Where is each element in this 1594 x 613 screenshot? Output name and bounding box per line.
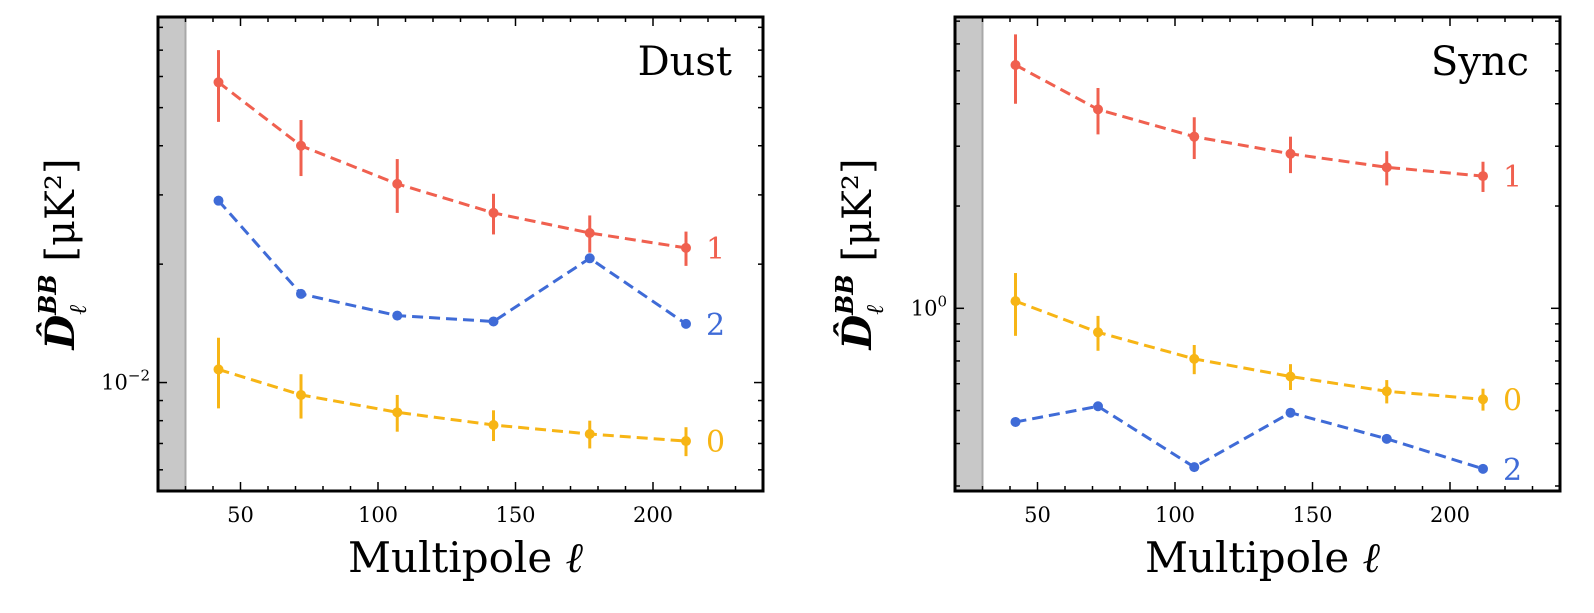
chart1-series-label-0: 0	[1503, 383, 1522, 418]
chart0-series-1-point	[584, 228, 595, 239]
chart1-axes-frame	[953, 15, 1562, 493]
chart1-series-2-point	[1093, 401, 1103, 412]
chart0-series-0	[213, 337, 691, 457]
chart0-x-tick-label: 200	[633, 503, 673, 527]
chart1-x-axis-label: Multipole ℓ	[1145, 533, 1381, 582]
chart0-series-0-point	[488, 419, 499, 430]
chart0-excluded-region	[158, 17, 186, 491]
chart1-y-axis-label: D̂ℓBB [μK²]	[830, 158, 889, 350]
chart1-series-1-point	[1189, 131, 1200, 142]
chart1-series-2-point	[1285, 407, 1296, 418]
chart0-series-2-point	[488, 316, 499, 327]
chart1-series-1-line	[1014, 63, 1484, 178]
chart1-x-tick-label: 200	[1430, 503, 1470, 527]
chart1-series-2-line	[1015, 404, 1484, 471]
chart0-series-0-point	[392, 407, 403, 418]
chart1-series-1-point	[1285, 148, 1296, 159]
chart1-series-0-line	[1014, 299, 1484, 401]
chart1-excluded-region	[955, 17, 983, 491]
chart1-series-2-point	[1478, 463, 1488, 474]
chart0-series-0-point	[296, 389, 306, 400]
chart1-series-label-1: 1	[1503, 160, 1522, 195]
chart1-series-2-point	[1381, 433, 1392, 444]
chart1-series-1-point	[1093, 104, 1103, 115]
chart0-series-1-line	[217, 81, 687, 250]
sync-chart: 1 0 2 50 100 150 200 100 Sync Multipole ℓ D̂ℓBB [μ…	[830, 15, 1562, 582]
chart0-series-2-point	[296, 288, 306, 299]
chart0-series-0-point	[213, 364, 224, 375]
chart0-series-1-point	[681, 242, 691, 253]
chart1-y-axis: 100	[911, 20, 1560, 487]
chart0-plot-area	[158, 17, 691, 491]
chart0-x-axis: 50 100 150 200	[184, 17, 764, 527]
chart0-series-label-1: 1	[706, 232, 725, 267]
chart0-y-axis-label: D̂ℓBB [μK²]	[33, 158, 92, 350]
chart1-series-0-point	[1478, 394, 1488, 405]
chart0-series-2-point	[681, 318, 691, 329]
chart0-series-0-point	[681, 436, 691, 447]
chart1-series-0	[1010, 273, 1488, 411]
chart1-x-tick-label: 100	[1155, 503, 1195, 527]
chart0-y-tick-label: 10−2	[101, 367, 150, 395]
chart0-series-1-point	[296, 140, 306, 151]
chart0-series-2-line	[217, 199, 687, 326]
chart1-series-0-point	[1010, 296, 1021, 307]
chart1-series-1-point	[1478, 171, 1488, 182]
chart1-series-0-point	[1381, 386, 1392, 397]
chart1-plot-area	[955, 17, 1488, 491]
chart1-x-axis: 50 100 150 200	[981, 17, 1561, 527]
chart0-series-2-point	[213, 195, 224, 206]
chart0-x-axis-label: Multipole ℓ	[348, 533, 584, 582]
chart1-series-2-point	[1010, 416, 1021, 427]
chart1-series-1-point	[1381, 162, 1392, 173]
chart0-series-label-2: 2	[706, 308, 725, 343]
chart0-series-2	[213, 195, 691, 329]
chart0-series-2-point	[392, 310, 403, 321]
chart1-series-0-point	[1189, 353, 1200, 364]
chart0-series-0-line	[218, 367, 687, 443]
chart0-series-1-point	[392, 178, 403, 189]
chart1-series-label-2: 2	[1503, 453, 1522, 488]
chart0-series-1	[213, 50, 691, 266]
chart1-x-tick-label: 50	[1024, 503, 1051, 527]
chart0-series-1-point	[213, 77, 224, 88]
chart0-title: Dust	[638, 39, 732, 85]
chart1-series-0-point	[1093, 327, 1103, 338]
chart1-series-0-point	[1285, 371, 1296, 382]
chart0-series-0-point	[584, 428, 595, 439]
chart0-series-2-point	[584, 253, 595, 264]
chart0-series-label-0: 0	[706, 425, 725, 460]
chart1-title: Sync	[1431, 39, 1529, 85]
chart0-x-tick-label: 50	[227, 503, 254, 527]
chart0-series-1-point	[488, 207, 499, 218]
chart1-series-1-point	[1010, 60, 1021, 71]
chart1-series-2	[1010, 401, 1488, 474]
chart0-x-tick-label: 100	[358, 503, 398, 527]
chart1-y-tick-label: 100	[911, 292, 947, 320]
chart0-x-tick-label: 150	[495, 503, 535, 527]
chart1-x-tick-label: 150	[1292, 503, 1332, 527]
chart1-series-1	[1010, 34, 1488, 192]
chart1-series-2-point	[1189, 462, 1200, 473]
dust-chart: 1 2 0 50 100 150 200 10−2 Dust Multipole ℓ D̂ℓBB […	[33, 15, 765, 582]
chart0-y-axis: 10−2	[101, 26, 763, 471]
